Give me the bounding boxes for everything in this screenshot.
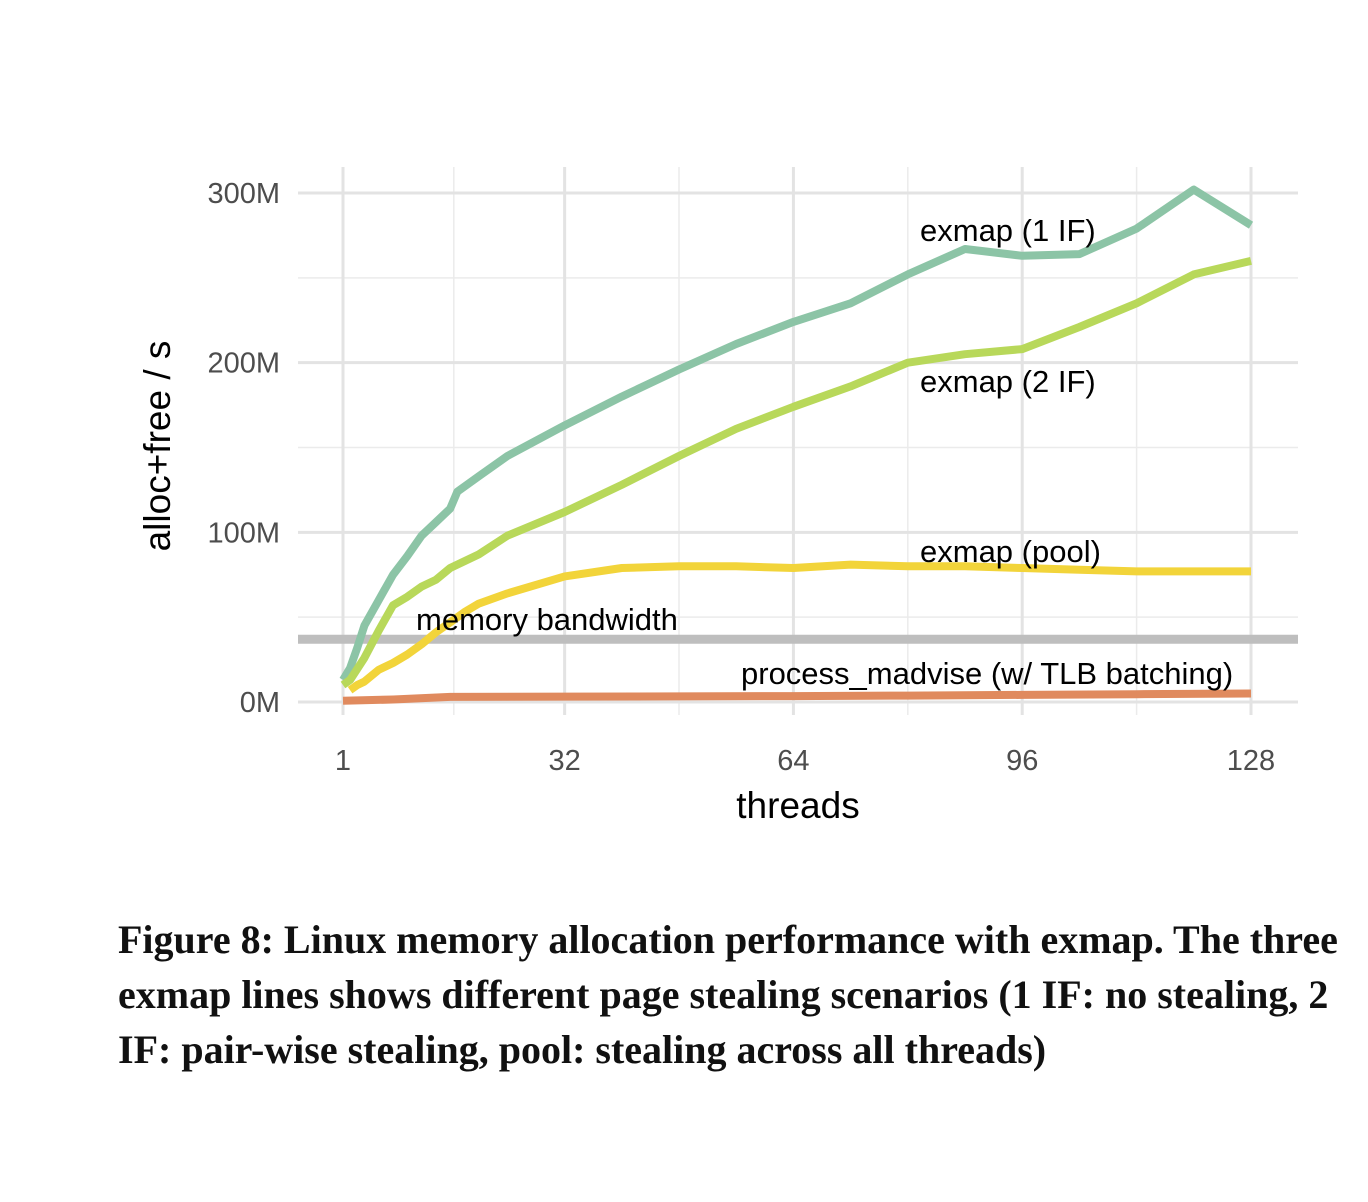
exmap-pool-line	[347, 560, 1251, 694]
y-axis-title: alloc+free / s	[137, 341, 178, 552]
y-tick-label: 200M	[207, 348, 280, 380]
y-tick-label: 100M	[207, 517, 280, 549]
series-lines	[339, 185, 1254, 705]
exmap-pool-label: exmap (pool)	[920, 534, 1101, 569]
process-madvise-line	[342, 689, 1252, 705]
tick-labels: 1 32 64 96 128 0M 100M 200M 300M	[207, 178, 1275, 777]
x-tick-label: 64	[777, 745, 809, 777]
x-tick-label: 96	[1006, 745, 1038, 777]
y-tick-label: 300M	[207, 178, 280, 210]
x-tick-label: 32	[549, 745, 581, 777]
exmap-1if-line	[339, 185, 1254, 682]
figure-caption: Figure 8: Linux memory allocation perfor…	[118, 917, 1338, 1072]
exmap-1if-label: exmap (1 IF)	[920, 213, 1096, 248]
x-tick-label: 1	[335, 745, 351, 777]
y-tick-label: 0M	[240, 687, 280, 719]
memory-bandwidth-label: memory bandwidth	[416, 602, 678, 637]
exmap-2if-line	[340, 257, 1252, 689]
x-tick-label: 128	[1227, 745, 1275, 777]
x-axis-title: threads	[736, 785, 859, 826]
exmap-2if-label: exmap (2 IF)	[920, 364, 1096, 399]
process-madvise-label: process_madvise (w/ TLB batching)	[741, 656, 1233, 691]
series-labels: exmap (1 IF) exmap (2 IF) exmap (pool) memo…	[416, 213, 1233, 691]
